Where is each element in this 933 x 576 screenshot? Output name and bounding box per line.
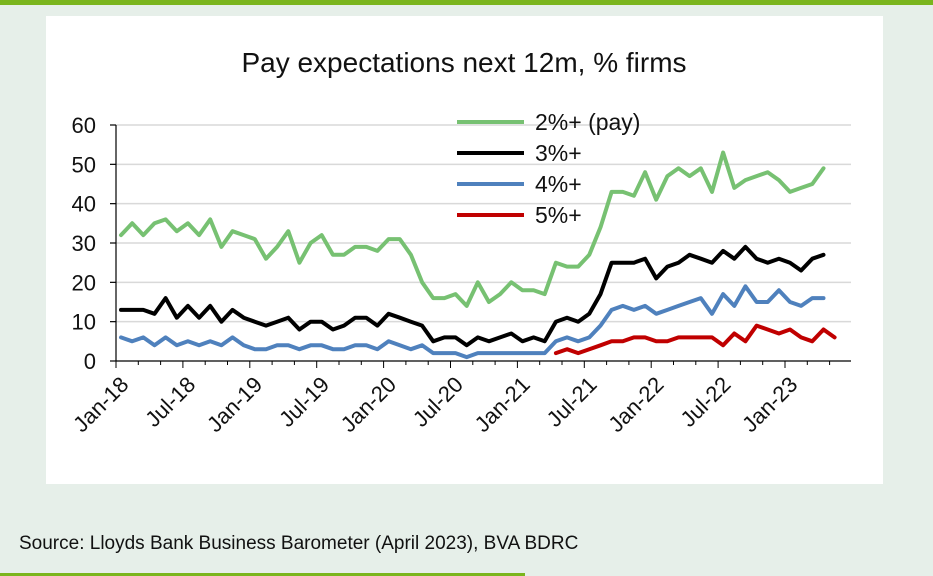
x-tick-label: Jul-22 (675, 372, 735, 432)
legend: 2%+ (pay) 3%+ 4%+ 5%+ (457, 109, 640, 228)
x-tick-label: Jul-19 (274, 372, 334, 432)
line-chart: Pay expectations next 12m, % firms 0 10 20… (68, 47, 851, 437)
series-line-3 (119, 284, 826, 360)
x-tick-label: Jan-23 (737, 372, 802, 437)
legend-label: 3%+ (535, 140, 582, 166)
series-lines (119, 150, 837, 360)
y-tick-label: 50 (72, 152, 96, 177)
y-tick-label: 40 (72, 192, 96, 217)
legend-label: 5%+ (535, 202, 582, 228)
series-line-1 (119, 150, 826, 308)
x-tick-label: Jul-18 (140, 372, 200, 432)
y-tick-label: 0 (84, 349, 96, 374)
x-tick-label: Jan-20 (336, 372, 401, 437)
source-note: Source: Lloyds Bank Business Barometer (… (19, 533, 579, 554)
gridlines (116, 124, 851, 323)
legend-label: 2%+ (pay) (535, 109, 640, 135)
legend-label: 4%+ (535, 171, 582, 197)
x-tick-label: Jan-18 (68, 372, 133, 437)
chart-title: Pay expectations next 12m, % firms (241, 47, 686, 78)
y-tick-label: 30 (72, 231, 96, 256)
chart-card: Pay expectations next 12m, % firms 0 10 20… (46, 16, 883, 484)
y-tick-label: 10 (72, 310, 96, 335)
x-tick-label: Jan-22 (603, 372, 668, 437)
x-tick-label: Jul-21 (542, 372, 602, 432)
x-tick-label: Jul-20 (408, 372, 468, 432)
series-line-4 (553, 323, 837, 356)
bottom-accent-rule (0, 573, 525, 576)
y-tick-label: 20 (72, 270, 96, 295)
series-line-2 (119, 244, 826, 348)
y-tick-label: 60 (72, 113, 96, 138)
top-accent-rule (0, 0, 933, 5)
x-tick-label: Jan-21 (470, 372, 535, 437)
x-tick-label: Jan-19 (202, 372, 267, 437)
